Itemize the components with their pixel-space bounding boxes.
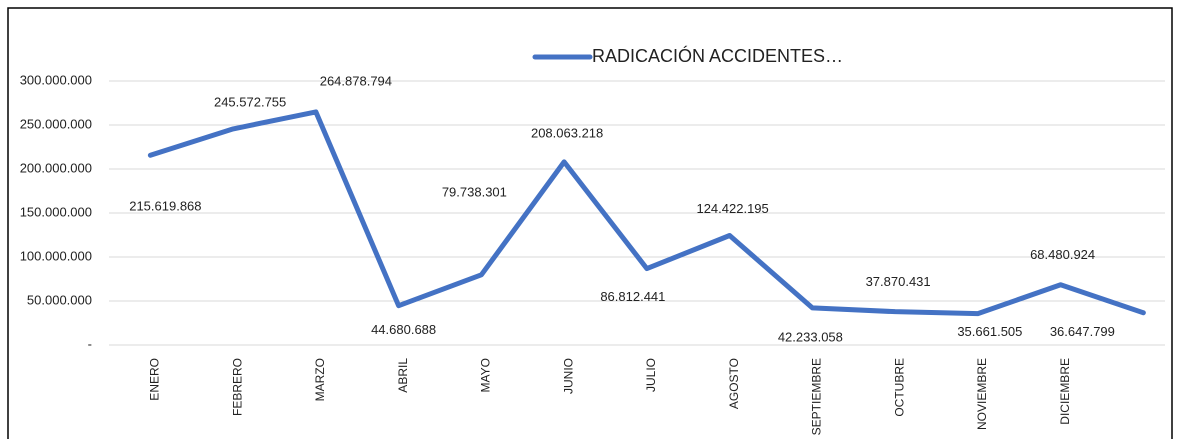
data-label: 86.812.441 — [600, 289, 665, 304]
x-tick-label: MARZO — [313, 358, 327, 401]
y-tick-label: 50.000.000 — [27, 292, 92, 307]
x-tick-label: AGOSTO — [727, 358, 741, 409]
x-tick-label: MAYO — [479, 358, 493, 392]
x-tick-label: JUNIO — [561, 358, 575, 394]
data-label: 35.661.505 — [957, 324, 1022, 339]
y-tick-label: 150.000.000 — [20, 204, 92, 219]
data-label: 44.680.688 — [371, 322, 436, 337]
x-tick-label: FEBRERO — [230, 358, 244, 416]
y-tick-label: 100.000.000 — [20, 248, 92, 263]
x-tick-label: DICIEMBRE — [1058, 358, 1072, 425]
legend-label: RADICACIÓN ACCIDENTES… — [592, 45, 843, 66]
y-tick-label: - — [88, 336, 92, 351]
chart-frame — [7, 7, 1173, 439]
x-tick-label: ENERO — [148, 358, 162, 401]
x-tick-label: ABRIL — [396, 358, 410, 393]
data-label: 124.422.195 — [696, 201, 768, 216]
x-tick-label: OCTUBRE — [892, 358, 906, 417]
data-label: 264.878.794 — [320, 73, 392, 88]
y-tick-label: 300.000.000 — [20, 72, 92, 87]
data-label: 79.738.301 — [442, 184, 507, 199]
y-tick-label: 250.000.000 — [20, 116, 92, 131]
data-label: 245.572.755 — [214, 94, 286, 109]
data-label: 68.480.924 — [1030, 247, 1095, 262]
data-label: 37.870.431 — [866, 274, 931, 289]
y-tick-label: 200.000.000 — [20, 160, 92, 175]
data-label: 208.063.218 — [531, 125, 603, 140]
x-tick-label: JULIO — [644, 358, 658, 392]
data-label: 36.647.799 — [1050, 324, 1115, 339]
x-tick-label: SEPTIEMBRE — [810, 358, 824, 435]
data-label: 42.233.058 — [778, 329, 843, 344]
data-line — [147, 109, 1146, 317]
x-tick-label: NOVIEMBRE — [975, 358, 989, 430]
data-label: 215.619.868 — [129, 199, 201, 214]
